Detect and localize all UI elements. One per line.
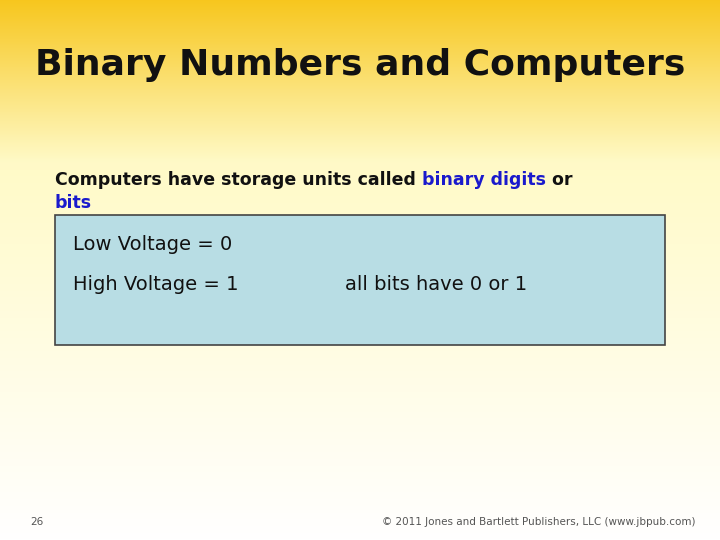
Text: bits: bits bbox=[55, 194, 92, 212]
Text: Computers have storage units called: Computers have storage units called bbox=[55, 171, 422, 189]
Text: binary digits: binary digits bbox=[422, 171, 546, 189]
Text: © 2011 Jones and Bartlett Publishers, LLC (www.jbpub.com): © 2011 Jones and Bartlett Publishers, LL… bbox=[382, 517, 695, 527]
Text: Binary Numbers and Computers: Binary Numbers and Computers bbox=[35, 48, 685, 82]
Text: Low Voltage = 0: Low Voltage = 0 bbox=[73, 235, 233, 254]
FancyBboxPatch shape bbox=[55, 215, 665, 345]
Text: or: or bbox=[546, 171, 572, 189]
Text: High Voltage = 1: High Voltage = 1 bbox=[73, 275, 238, 294]
Text: all bits have 0 or 1: all bits have 0 or 1 bbox=[345, 275, 527, 294]
Text: 26: 26 bbox=[30, 517, 43, 527]
